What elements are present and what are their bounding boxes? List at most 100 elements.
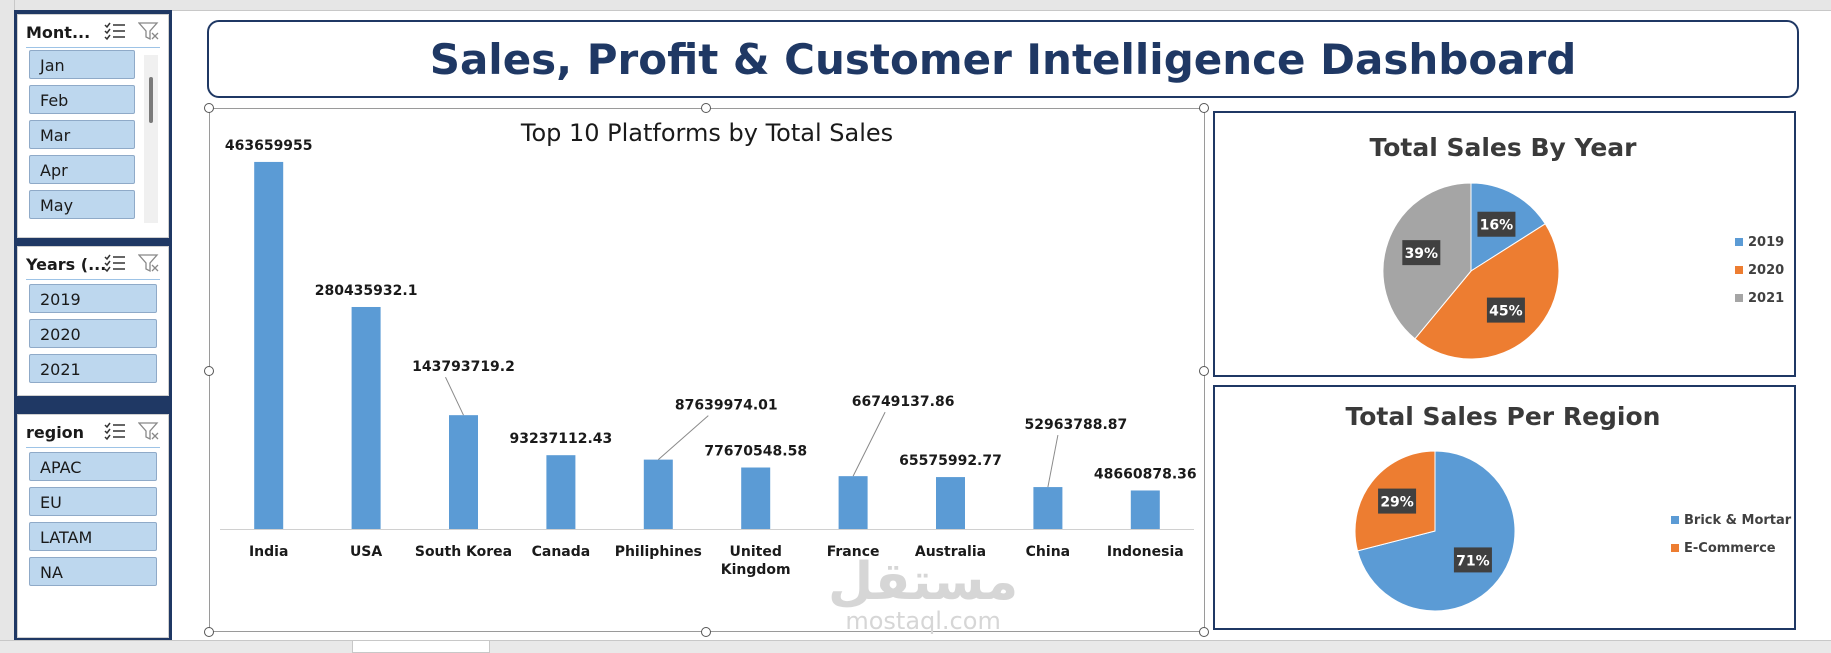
category-label: Canada bbox=[532, 544, 591, 560]
legend-label: Brick & Mortar bbox=[1684, 513, 1792, 528]
data-label: 65575992.77 bbox=[899, 453, 1002, 469]
watermark-arabic: مستقل bbox=[828, 552, 1019, 612]
resize-handle-top[interactable] bbox=[701, 103, 711, 113]
pie-data-label: 29% bbox=[1380, 495, 1414, 511]
category-label: USA bbox=[350, 544, 382, 560]
slicer-item-eu[interactable]: EU bbox=[29, 487, 157, 516]
pie-data-label-box bbox=[1486, 297, 1525, 323]
clear-filter-icon[interactable] bbox=[138, 253, 160, 273]
legend-label: 2020 bbox=[1748, 263, 1784, 278]
pie-data-label: 45% bbox=[1489, 304, 1523, 320]
bar-8 bbox=[936, 477, 965, 529]
slicer-divider bbox=[26, 447, 160, 448]
resize-handle-top-left[interactable] bbox=[204, 103, 214, 113]
data-label-leader bbox=[657, 415, 709, 460]
resize-handle-bottom-right[interactable] bbox=[1199, 627, 1209, 637]
pie-data-label: 16% bbox=[1480, 218, 1514, 234]
bar-7 bbox=[838, 476, 868, 529]
category-label: France bbox=[827, 544, 880, 560]
slicer-item-apr[interactable]: Apr bbox=[29, 155, 135, 184]
resize-handle-left[interactable] bbox=[204, 366, 214, 376]
category-label: China bbox=[1026, 544, 1070, 560]
bar-9 bbox=[1033, 487, 1063, 529]
clear-filter-icon[interactable] bbox=[138, 421, 160, 441]
slicer-item-feb[interactable]: Feb bbox=[29, 85, 135, 114]
category-label: Indonesia bbox=[1107, 544, 1184, 560]
slicer-item-apac[interactable]: APAC bbox=[29, 452, 157, 481]
dashboard-title: Sales, Profit & Customer Intelligence Da… bbox=[429, 34, 1577, 84]
bar-5 bbox=[643, 459, 673, 529]
bar-1 bbox=[254, 161, 284, 530]
resize-handle-bottom-left[interactable] bbox=[204, 627, 214, 637]
data-label: 52963788.87 bbox=[1025, 417, 1128, 433]
data-label-leader bbox=[852, 411, 886, 477]
years-slicer-title: Years (... bbox=[26, 255, 107, 274]
bar-3 bbox=[449, 415, 478, 529]
slicer-item-jan[interactable]: Jan bbox=[29, 50, 135, 79]
data-label: 87639974.01 bbox=[675, 398, 778, 414]
row-header-strip bbox=[0, 0, 15, 652]
data-label-leader bbox=[1047, 434, 1059, 488]
pie-data-label-box bbox=[1453, 547, 1492, 573]
category-label: Kingdom bbox=[721, 562, 791, 578]
slicer-item-latam[interactable]: LATAM bbox=[29, 522, 157, 551]
years-slicer: Years (... 2019 2020 2021 bbox=[17, 246, 169, 396]
pie-data-label: 71% bbox=[1456, 553, 1490, 569]
slicer-scrollbar[interactable] bbox=[144, 55, 158, 223]
data-label: 280435932.1 bbox=[315, 283, 418, 299]
bar-chart-panel[interactable]: Top 10 Platforms by Total Sales 463659955… bbox=[209, 108, 1205, 632]
legend-swatch bbox=[1671, 516, 1679, 524]
legend-swatch bbox=[1735, 294, 1743, 302]
data-label: 77670548.58 bbox=[704, 444, 807, 460]
bar-chart-title: Top 10 Platforms by Total Sales bbox=[520, 119, 893, 147]
resize-handle-right[interactable] bbox=[1199, 366, 1209, 376]
legend-label: 2019 bbox=[1748, 235, 1784, 250]
category-label: India bbox=[249, 544, 288, 560]
data-label: 463659955 bbox=[225, 138, 313, 154]
clear-filter-icon[interactable] bbox=[138, 21, 160, 41]
year-pie-panel[interactable]: Total Sales By Year 16% 45% 39% 2019 2020 2021 bbox=[1213, 111, 1796, 377]
column-header-strip bbox=[0, 0, 1831, 11]
sheet-tab[interactable] bbox=[352, 641, 490, 653]
scrollbar-thumb[interactable] bbox=[149, 77, 153, 123]
slicer-item-may[interactable]: May bbox=[29, 190, 135, 219]
legend-label: 2021 bbox=[1748, 291, 1784, 306]
data-label-leader bbox=[445, 376, 464, 416]
pie-chart-title: Total Sales By Year bbox=[1369, 133, 1637, 162]
sales-by-year-pie: Total Sales By Year 16% 45% 39% 2019 2020 2021 bbox=[1369, 133, 1784, 360]
slicer-item-2021[interactable]: 2021 bbox=[29, 354, 157, 383]
multi-select-icon[interactable] bbox=[104, 253, 126, 273]
multi-select-icon[interactable] bbox=[104, 21, 126, 41]
category-label: United bbox=[730, 544, 782, 560]
sheet-tab-bar bbox=[0, 640, 1831, 653]
data-label: 143793719.2 bbox=[412, 359, 515, 375]
legend-label: E-Commerce bbox=[1684, 541, 1776, 556]
data-label: 48660878.36 bbox=[1094, 466, 1197, 482]
data-label: 66749137.86 bbox=[852, 394, 955, 410]
slicer-item-2020[interactable]: 2020 bbox=[29, 319, 157, 348]
bar-chart: Top 10 Platforms by Total Sales 463659955… bbox=[220, 119, 1197, 578]
month-slicer-title: Mont... bbox=[26, 23, 91, 42]
bar-6 bbox=[741, 467, 771, 529]
region-pie-panel[interactable]: Total Sales Per Region 71% 29% Brick & Mort… bbox=[1213, 385, 1796, 630]
pie-slice-2 bbox=[1414, 223, 1560, 360]
slicer-item-2019[interactable]: 2019 bbox=[29, 284, 157, 313]
data-label: 93237112.43 bbox=[510, 431, 613, 447]
resize-handle-top-right[interactable] bbox=[1199, 103, 1209, 113]
region-slicer: region APAC EU LATAM NA bbox=[17, 414, 169, 638]
pie-data-label: 39% bbox=[1405, 246, 1439, 262]
slicer-item-mar[interactable]: Mar bbox=[29, 120, 135, 149]
pie-data-label-box bbox=[1477, 211, 1516, 237]
slicer-item-na[interactable]: NA bbox=[29, 557, 157, 586]
resize-handle-bottom[interactable] bbox=[701, 627, 711, 637]
multi-select-icon[interactable] bbox=[104, 421, 126, 441]
legend-swatch bbox=[1671, 544, 1679, 552]
category-label: South Korea bbox=[415, 544, 512, 560]
sales-by-region-pie: Total Sales Per Region 71% 29% Brick & Mort… bbox=[1346, 402, 1792, 612]
bar-10 bbox=[1130, 490, 1160, 529]
category-label: Australia bbox=[915, 544, 986, 560]
pie-data-label-box bbox=[1378, 488, 1417, 514]
pie-data-label-box bbox=[1402, 240, 1441, 266]
watermark-latin: mostaql.com bbox=[845, 607, 1001, 635]
month-slicer: Mont... Jan Feb Mar Apr May bbox=[17, 14, 169, 238]
